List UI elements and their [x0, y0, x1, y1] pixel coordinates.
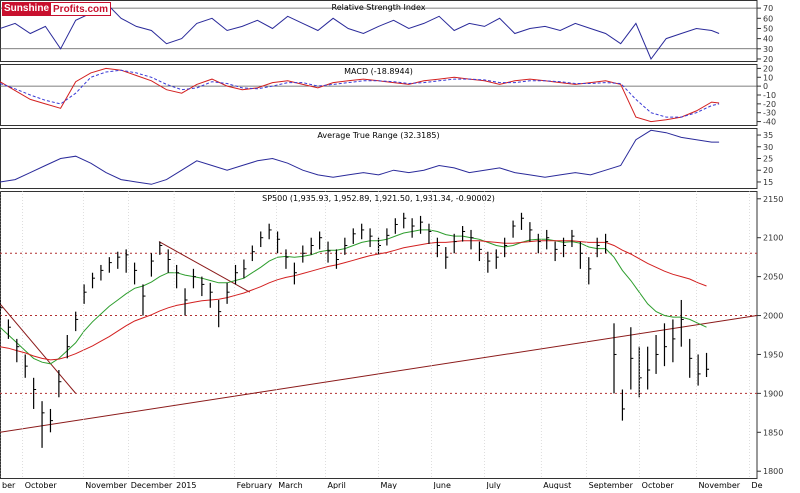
x-tick-label: 2015: [176, 481, 196, 489]
x-tick-label: July: [485, 481, 501, 489]
macd-ytick-label: -40: [763, 118, 776, 127]
resistance-trend-line: [158, 241, 251, 293]
price-ytick-label: 1800: [763, 467, 783, 476]
price-ytick-label: 1950: [763, 350, 783, 359]
macd-series-line-1: [0, 69, 720, 118]
x-tick-label: February: [237, 481, 273, 489]
atr-ytick-label: 20: [763, 166, 773, 175]
atr-panel: 35 30 25 20 15 Average True Range (32.3185): [0, 128, 773, 189]
x-tick-label: December: [131, 481, 173, 489]
rsi-ytick-label: 40: [763, 35, 773, 44]
atr-ytick-label: 15: [763, 178, 773, 187]
macd-ytick-label: 20: [763, 64, 773, 73]
logo-part1: Sunshine: [2, 2, 52, 16]
rsi-frame: [0, 0, 758, 62]
x-tick-label: May: [381, 481, 398, 489]
logo-part2: Profits.com: [51, 2, 112, 16]
price-ytick-label: 2100: [763, 234, 783, 243]
moving-average-red: [0, 240, 707, 361]
moving-average-green: [0, 229, 707, 365]
rsi-ytick-label: 20: [763, 55, 773, 64]
macd-ytick-label: -10: [763, 91, 776, 100]
x-tick-label: November: [85, 481, 127, 489]
rsi-ytick-label: 30: [763, 45, 773, 54]
price-panel: 2150 2100 2050 2000 1950 1900 1850 1800 SP500 (1…: [0, 191, 783, 490]
x-tick-label: October: [25, 481, 58, 489]
x-tick-label: June: [432, 481, 451, 489]
macd-ytick-label: -30: [763, 109, 776, 118]
atr-ytick-label: 30: [763, 143, 773, 152]
atr-series-line-0: [0, 129, 720, 185]
price-ytick-label: 1900: [763, 389, 783, 398]
x-tick-label: October: [642, 481, 675, 489]
rsi-series-line-0: [0, 2, 720, 60]
macd-ytick-label: 0: [763, 82, 768, 91]
macd-series-line-0: [0, 67, 720, 123]
x-tick-label: April: [328, 481, 346, 489]
rsi-ytick-label: 60: [763, 14, 773, 23]
resistance-trend-line: [0, 303, 77, 394]
rsi-ytick-label: 70: [763, 4, 773, 13]
price-ytick-label: 1850: [763, 428, 783, 437]
x-tick-label: November: [698, 481, 740, 489]
macd-ytick-label: 10: [763, 73, 773, 82]
x-tick-label: March: [278, 481, 302, 489]
rsi-title: Relative Strength Index: [332, 3, 426, 12]
price-ytick-label: 2000: [763, 312, 783, 321]
price-ytick-label: 2150: [763, 195, 783, 204]
support-trend-line: [0, 315, 758, 433]
x-tick-label: De: [751, 481, 762, 489]
macd-ytick-label: -20: [763, 100, 776, 109]
atr-ytick-label: 25: [763, 155, 773, 164]
x-tick-label: ber: [2, 481, 16, 489]
atr-title: Average True Range (32.3185): [317, 131, 439, 140]
macd-title: MACD (-18.8944): [344, 67, 413, 76]
price-ytick-label: 2050: [763, 273, 783, 282]
atr-ytick-label: 35: [763, 131, 773, 140]
x-tick-label: August: [543, 481, 571, 489]
price-title: SP500 (1,935.93, 1,952.89, 1,921.50, 1,9…: [262, 194, 495, 203]
x-tick-label: September: [589, 481, 634, 489]
rsi-ytick-label: 50: [763, 24, 773, 33]
sunshine-profits-logo: Sunshine Profits.com: [2, 2, 112, 16]
